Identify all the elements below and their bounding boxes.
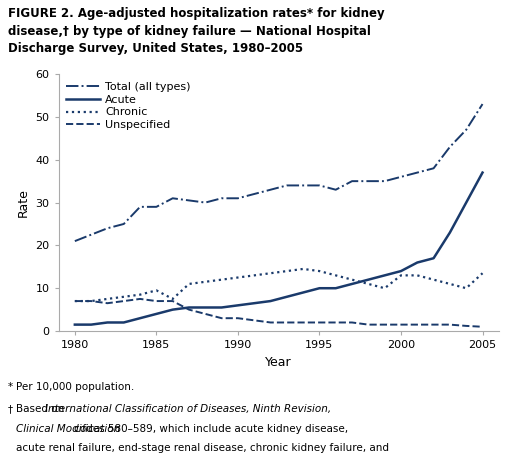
Text: Per 10,000 population.: Per 10,000 population. — [16, 382, 134, 392]
Text: †: † — [8, 404, 13, 414]
Text: *: * — [8, 382, 13, 392]
X-axis label: Year: Year — [265, 356, 292, 369]
Text: disease,† by type of kidney failure — National Hospital: disease,† by type of kidney failure — Na… — [8, 25, 371, 38]
Y-axis label: Rate: Rate — [17, 188, 30, 217]
Text: acute renal failure, end-stage renal disease, chronic kidney failure, and: acute renal failure, end-stage renal dis… — [16, 443, 389, 453]
Text: Discharge Survey, United States, 1980–2005: Discharge Survey, United States, 1980–20… — [8, 42, 303, 55]
Text: FIGURE 2. Age-adjusted hospitalization rates* for kidney: FIGURE 2. Age-adjusted hospitalization r… — [8, 7, 384, 20]
Text: Clinical Modification: Clinical Modification — [16, 424, 121, 434]
Text: Based on: Based on — [16, 404, 68, 414]
Text: codes 580–589, which include acute kidney disease,: codes 580–589, which include acute kidne… — [74, 424, 348, 434]
Legend: Total (all types), Acute, Chronic, Unspecified: Total (all types), Acute, Chronic, Unspe… — [64, 80, 193, 132]
Text: International Classification of Diseases, Ninth Revision,: International Classification of Diseases… — [45, 404, 331, 414]
